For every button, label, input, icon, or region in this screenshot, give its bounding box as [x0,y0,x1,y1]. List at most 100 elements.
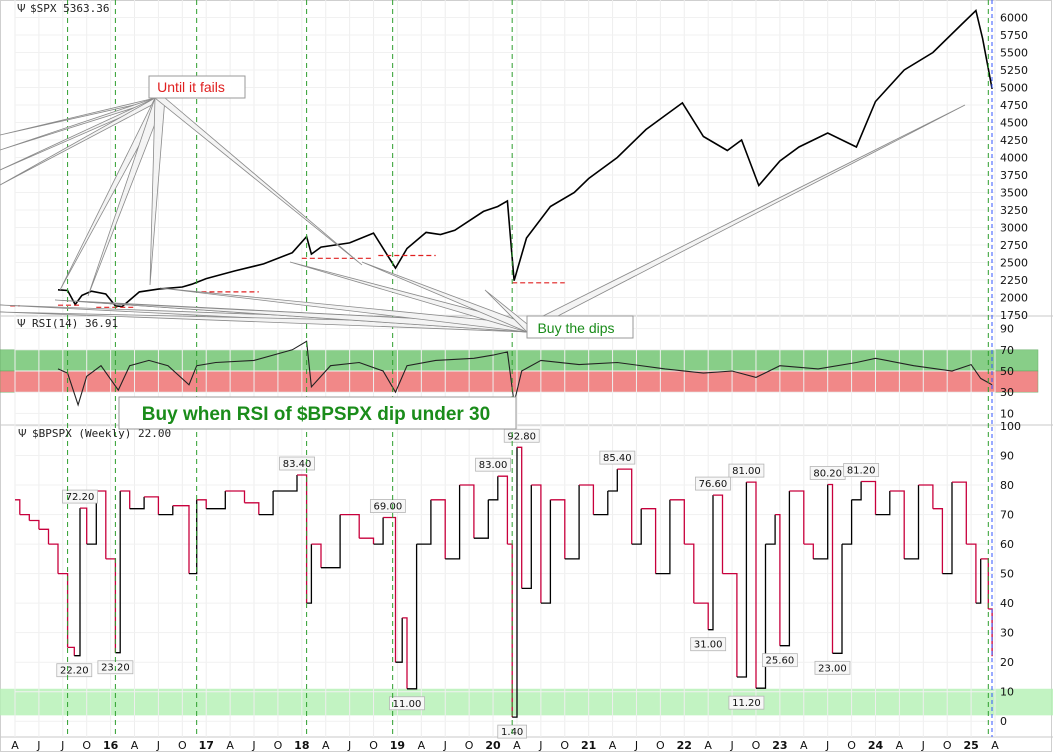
x-tick-label: J [443,739,447,752]
y-tick-label: 3500 [1000,187,1028,200]
bpspx-step-segment [531,484,542,604]
bpspx-step-segment [74,508,81,657]
bpspx-step-segment [889,490,905,559]
bpspx-step-segment [473,499,489,539]
bpspx-step-segment [952,481,967,545]
x-tick-label: O [943,739,952,752]
y-tick-label: 3000 [1000,222,1028,235]
y-tick-label: 30 [1000,386,1014,399]
x-tick-label: O [274,739,283,752]
data-label: 22.20 [60,666,89,677]
bpspx-step-segment [273,475,298,492]
y-tick-label: 0 [1000,715,1007,728]
y-tick-label: 4000 [1000,152,1028,165]
bpspx-step-segment [564,485,580,560]
y-tick-label: 5500 [1000,47,1028,60]
x-tick-label: A [131,739,139,752]
bpspx-step-segment [488,476,499,501]
bpspx-step-segment [655,499,671,575]
x-tick-label: A [418,739,426,752]
y-tick-label: 80 [1000,479,1014,492]
data-label-box [56,663,93,678]
bpspx-step-segment [713,494,724,574]
y-tick-label: 30 [1000,627,1014,640]
bpspx-step-segment [258,491,274,516]
data-label: 23.00 [818,663,847,674]
panel-symbol-icon: Ψ [17,2,26,15]
y-tick-label: 100 [1000,420,1021,433]
bpspx-step-segment [832,544,843,654]
x-tick-label: 17 [199,739,214,752]
bpspx-step-segment [96,490,107,559]
bpspx-step-segment [779,491,791,647]
bpspx-step-segment [827,483,834,654]
bpspx-step-segment [708,495,714,631]
bpspx-step-segment [402,617,408,689]
data-label: 81.20 [847,466,876,477]
bpspx-step-segment [29,519,40,530]
bpspx-step-segment [540,499,552,604]
y-tick-label: 2250 [1000,274,1028,287]
x-tick-label: O [656,739,665,752]
x-tick-label: O [82,739,91,752]
bpspx-step-segment [579,484,595,515]
bpspx-step-segment [306,544,313,604]
data-label: 11.00 [393,699,422,710]
x-tick-label: A [704,739,712,752]
bpspx-step-segment [158,505,174,516]
data-label: 80.20 [813,468,842,479]
x-tick-label: O [560,739,569,752]
bpspx-step-segment [932,508,944,574]
y-tick-label: 5000 [1000,82,1028,95]
x-tick-label: O [465,739,474,752]
data-label-box [695,476,731,491]
data-label-box [761,653,798,668]
data-label: 72.20 [66,492,95,503]
bpspx-step-segment [67,646,75,656]
y-tick-label: 40 [1000,597,1014,610]
data-label: 83.00 [479,460,508,471]
annotation-rsi-rule: Buy when RSI of $BPSPX dip under 30 [118,396,517,430]
bpspx-step-segment [172,505,190,574]
bpspx-step-segment [789,490,805,545]
bpspx-step-segment [966,543,977,604]
spx-price-line [57,8,993,308]
bpspx-step-segment [684,543,695,604]
y-tick-label: 20 [1000,656,1014,669]
bpspx-step-segment [669,499,685,545]
y-tick-label: 6000 [1000,12,1028,25]
x-tick-label: 21 [581,739,596,752]
y-tick-label: 5750 [1000,29,1028,42]
data-label: 83.40 [283,459,312,470]
bpspx-step-segment [311,543,322,568]
data-label-box [599,450,636,465]
bpspx-step-segment [445,485,461,560]
data-label: 11.20 [732,698,761,709]
rsi-band [0,349,1039,372]
bpspx-step-segment [631,508,642,545]
annotation-buy-the-dips: Buy the dips [526,315,634,339]
x-tick-label: J [60,739,64,752]
bpspx-step-segment [416,499,432,545]
bpspx-step-segment [756,544,767,689]
bpspx-step-segment [512,447,518,718]
bpspx-step-segment [722,572,738,677]
data-label: 31.00 [694,640,723,651]
rsi-rule-label: Buy when RSI of $BPSPX dip under 30 [142,404,490,425]
x-tick-label: J [729,739,733,752]
x-tick-label: A [800,739,808,752]
panel-symbol-icon: Ψ [18,427,27,440]
x-tick-label: A [513,739,521,752]
x-tick-label: 22 [677,739,692,752]
bpspx-step-segment [746,481,757,689]
bpspx-step-segment [115,491,121,654]
data-label-box [389,696,425,711]
bpspx-step-segment [861,480,877,515]
x-tick-label: 20 [485,739,501,752]
x-tick-label: J [825,739,829,752]
x-tick-label: 16 [103,739,119,752]
data-label: 76.60 [699,479,728,490]
x-tick-label: J [36,739,40,752]
